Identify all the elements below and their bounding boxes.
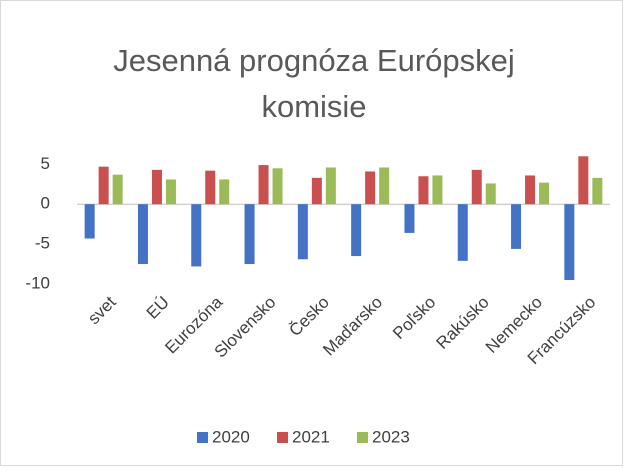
bar bbox=[525, 175, 536, 205]
bar bbox=[165, 179, 176, 205]
bar bbox=[191, 204, 202, 267]
bar bbox=[471, 169, 482, 205]
y-tick-label: 0 bbox=[41, 194, 50, 213]
bar bbox=[457, 204, 468, 261]
bar bbox=[592, 177, 603, 205]
bar bbox=[351, 204, 362, 257]
bar bbox=[578, 156, 589, 205]
legend-swatch bbox=[277, 432, 288, 443]
legend-label: 2020 bbox=[212, 427, 250, 446]
bar bbox=[297, 204, 308, 260]
bar bbox=[325, 167, 336, 205]
bar bbox=[258, 165, 269, 205]
bar bbox=[404, 204, 415, 233]
bar bbox=[379, 167, 390, 205]
bar bbox=[151, 169, 162, 205]
bar bbox=[564, 204, 575, 281]
legend-swatch bbox=[197, 432, 208, 443]
bar bbox=[311, 177, 322, 205]
bar bbox=[219, 179, 230, 205]
legend-label: 2021 bbox=[292, 427, 330, 446]
bar bbox=[98, 166, 109, 205]
bar bbox=[539, 182, 550, 205]
bar bbox=[244, 204, 255, 265]
legend-swatch bbox=[357, 432, 368, 443]
bar bbox=[432, 175, 443, 205]
bar bbox=[485, 183, 496, 205]
y-tick-label: 5 bbox=[41, 154, 50, 173]
legend-label: 2023 bbox=[372, 427, 410, 446]
bar bbox=[418, 176, 429, 205]
bar bbox=[205, 170, 216, 205]
bar bbox=[112, 174, 123, 205]
chart-title: Jesenná prognóza Európskej komisie bbox=[113, 43, 515, 124]
bar bbox=[272, 168, 283, 205]
bar bbox=[365, 171, 376, 205]
y-tick-label: -5 bbox=[35, 234, 50, 253]
bar bbox=[84, 204, 95, 239]
bar bbox=[511, 204, 522, 249]
y-tick-label: -10 bbox=[25, 273, 50, 292]
bar bbox=[137, 204, 148, 265]
